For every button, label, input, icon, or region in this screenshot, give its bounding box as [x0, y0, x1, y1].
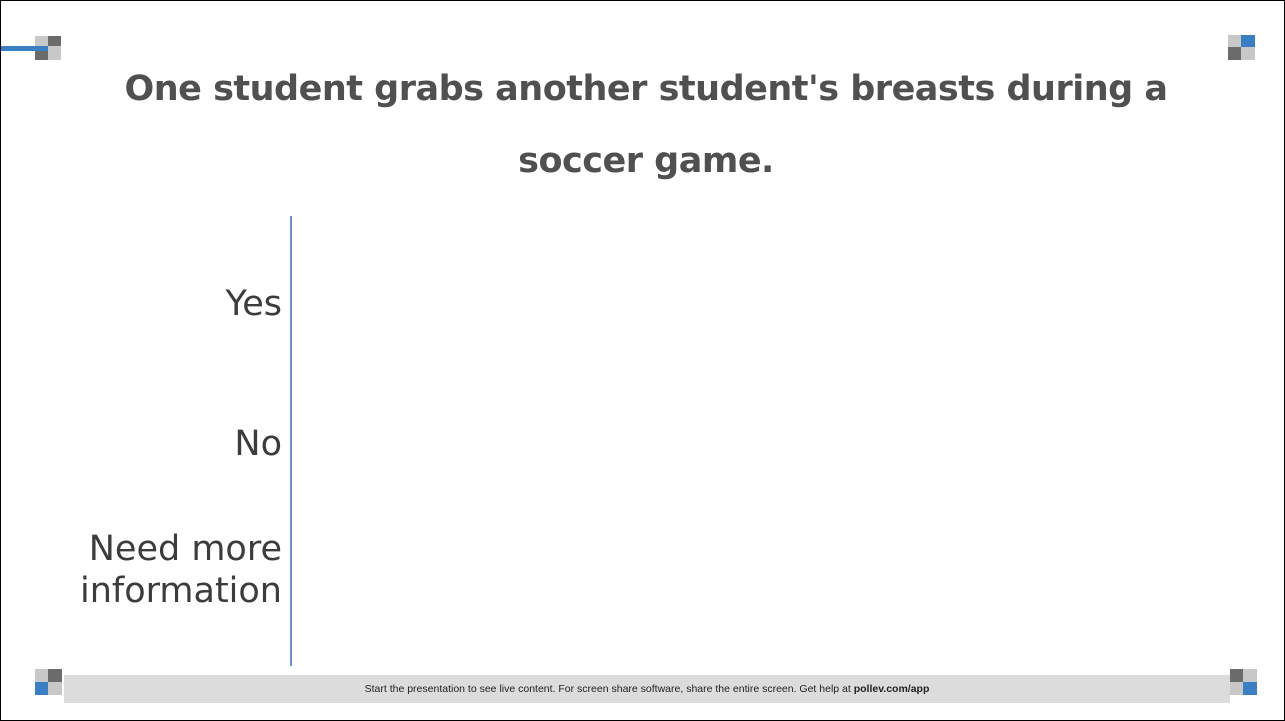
help-link[interactable]: pollev.com/app — [853, 683, 930, 695]
option-label-yes: Yes — [225, 284, 283, 324]
footer-notice-text: Start the presentation to see live conte… — [364, 683, 854, 695]
option-label-need-more-information-text: Need more information — [79, 529, 282, 611]
option-label-need-more-information: Need more information — [52, 528, 282, 612]
corner-decoration-bottom-left — [35, 669, 65, 699]
poll-question-title: One student grabs another student's brea… — [124, 69, 1168, 181]
corner-decoration-top-left — [1, 36, 61, 66]
chart-axis-line — [290, 216, 292, 666]
option-label-no: No — [234, 424, 282, 464]
corner-decoration-top-right — [1228, 35, 1258, 65]
footer-notice: Start the presentation to see live conte… — [64, 675, 1230, 703]
corner-decoration-bottom-right — [1230, 669, 1260, 699]
